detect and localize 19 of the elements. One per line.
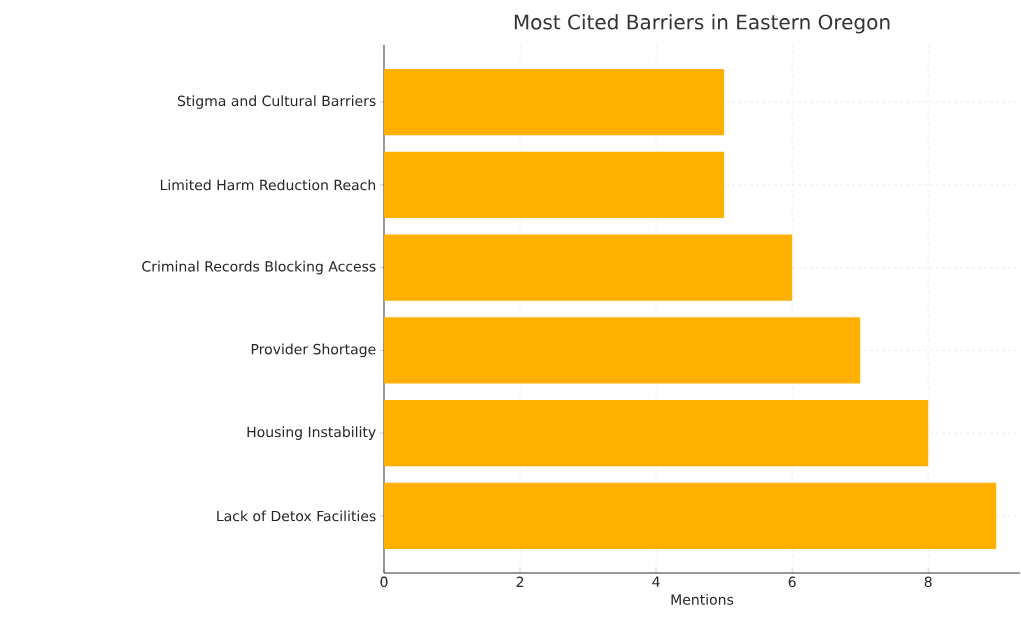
y-tick-label: Provider Shortage [251, 343, 376, 358]
x-tick-label: 4 [652, 576, 660, 587]
bar [384, 69, 725, 136]
x-tick-label: 0 [380, 576, 388, 588]
bar [384, 151, 725, 218]
bar [384, 234, 793, 301]
bar [384, 482, 997, 550]
y-tick-label: Stigma and Cultural Barriers [177, 95, 376, 109]
bar [384, 400, 929, 467]
bar [384, 317, 861, 384]
y-tick-label: Criminal Records Blocking Access [142, 260, 376, 275]
x-tick-label: 2 [516, 576, 524, 587]
x-tick-label: 6 [788, 576, 796, 588]
y-tick-label: Limited Harm Reduction Reach [160, 179, 376, 191]
y-tick-label: Lack of Detox Facilities [217, 510, 376, 522]
y-tick-label: Housing Instability [247, 426, 376, 440]
chart-title: Most Cited Barriers in Eastern Oregon [514, 14, 890, 34]
x-axis-title: Mentions [671, 594, 734, 605]
x-tick-label: 8 [924, 576, 932, 588]
